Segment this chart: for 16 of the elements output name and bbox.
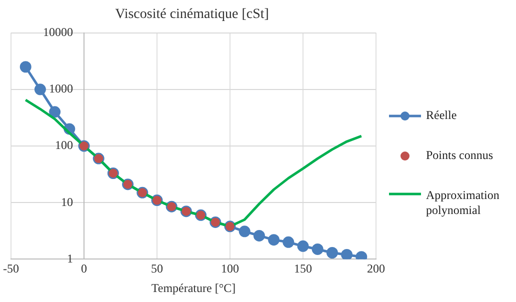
y-tick-label: 1 xyxy=(67,251,73,266)
y-tick-label: 100 xyxy=(55,138,73,152)
legend-label: Points connus xyxy=(426,148,494,163)
legend-label: Approximation polynomial xyxy=(426,188,500,218)
y-tick-label: 1000 xyxy=(49,82,73,96)
legend-label: Réelle xyxy=(426,108,457,123)
y-tick-label: 10000 xyxy=(43,24,73,39)
x-tick-label: 150 xyxy=(294,262,312,276)
x-tick-label: 0 xyxy=(81,262,87,276)
x-tick-label: 50 xyxy=(151,262,163,276)
x-tick-label: 200 xyxy=(367,262,385,276)
x-tick-label: 100 xyxy=(221,262,239,276)
x-axis-title: Température [°C] xyxy=(151,280,236,295)
x-tick-label: -50 xyxy=(3,262,19,276)
y-tick-label: 10 xyxy=(61,194,73,209)
chart-title: Viscosité cinématique [cSt] xyxy=(115,7,269,22)
